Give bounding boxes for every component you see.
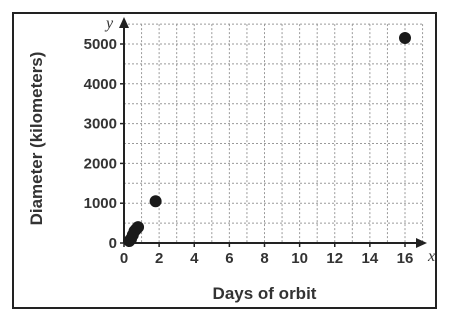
y-tick-label: 0 <box>109 235 117 252</box>
x-tick-label: 14 <box>362 250 379 267</box>
x-tick-label: 16 <box>397 250 414 267</box>
y-tick-label: 5000 <box>84 36 117 53</box>
x-tick-label: 8 <box>260 250 268 267</box>
x-axis-label: Days of orbit <box>213 284 317 303</box>
data-points <box>123 32 411 248</box>
y-tick-label: 4000 <box>84 76 117 93</box>
x-tick-labels: 0 2 4 6 8 10 12 14 16 <box>120 243 414 267</box>
axes <box>119 17 427 248</box>
y-tick-labels: 0 1000 2000 3000 4000 5000 <box>84 36 124 252</box>
y-tick-label: 2000 <box>84 155 117 172</box>
x-tick-label: 0 <box>120 250 128 267</box>
chart-frame: 0 2 4 6 8 10 12 14 16 0 1000 2000 3000 4000 5000 x y … <box>12 12 437 309</box>
data-point <box>132 221 145 234</box>
grid <box>124 23 424 243</box>
y-axis-arrow <box>119 17 129 28</box>
x-tick-label: 6 <box>225 250 233 267</box>
y-tick-label: 1000 <box>84 195 117 212</box>
data-point <box>399 32 411 45</box>
x-axis-letter: x <box>427 248 435 265</box>
x-tick-label: 2 <box>155 250 163 267</box>
data-point <box>149 195 162 208</box>
x-tick-label: 10 <box>291 250 308 267</box>
y-tick-label: 3000 <box>84 116 117 133</box>
y-axis-letter: y <box>104 15 114 32</box>
x-tick-label: 4 <box>190 250 199 267</box>
x-tick-label: 12 <box>326 250 343 267</box>
x-axis-arrow <box>416 238 427 248</box>
y-axis-label: Diameter (kilometers) <box>27 52 46 226</box>
